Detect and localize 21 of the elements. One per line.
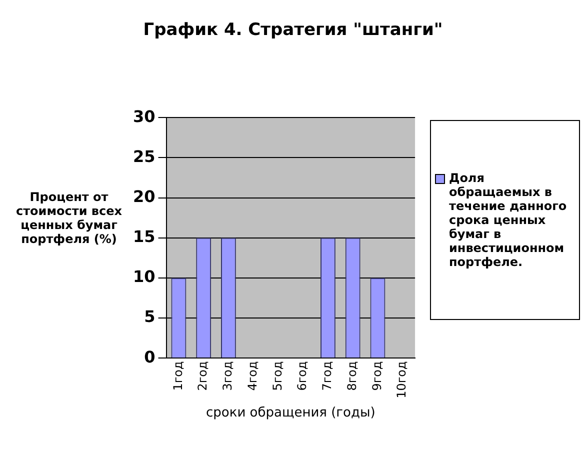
x-tick-label: 8год [344,361,359,391]
y-tick-label: 15 [133,227,156,246]
x-tick-label: 10год [394,361,409,398]
x-tick-label: 3год [220,361,235,391]
x-axis-title: сроки обращения (годы) [206,406,376,421]
chart-title: График 4. Стратегия "штанги" [142,20,444,40]
y-tick-label: 20 [133,186,156,206]
x-tick-label: 9год [370,361,384,391]
y-tick-label: 5 [144,307,156,326]
y-axis-title: Процент от стоимости всех ценных бумаг портфеля (%) [14,190,123,246]
y-tick-label: 0 [144,347,156,366]
y-tick-label: 30 [133,106,156,126]
legend-label: Доля обращаемых в течение данного срока ценных бумаг в инвестиционном портфеле. [449,171,568,269]
x-tick-label: 2год [196,361,210,391]
x-tick-label: 5год [270,361,284,391]
x-tick-label: 6год [295,361,310,391]
y-tick-label: 25 [133,146,156,166]
y-tick-label: 10 [133,267,156,286]
x-tick-label: 7год [320,361,334,391]
x-tick-label: 4год [245,361,260,391]
x-tick-label: 1год [170,361,185,391]
